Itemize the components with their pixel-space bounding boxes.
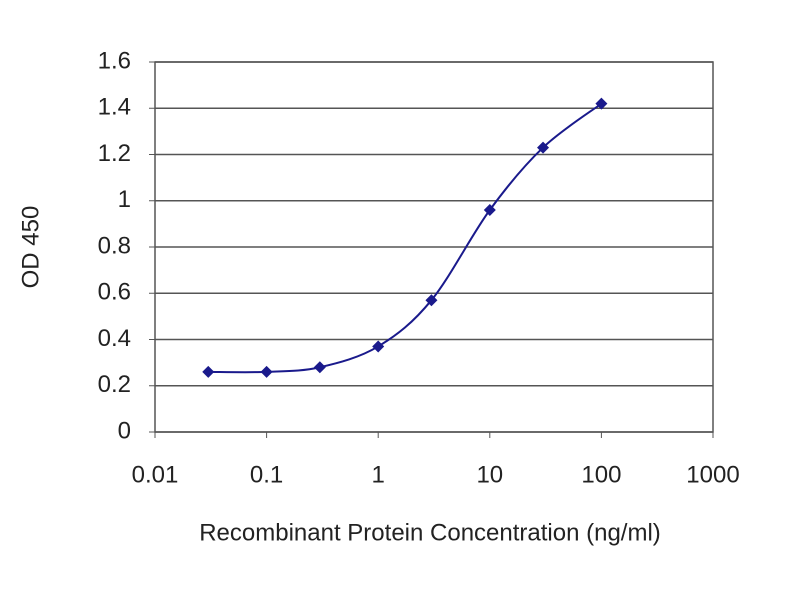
x-tick-label: 0.1: [250, 461, 283, 488]
y-tick-label: 1.4: [98, 94, 131, 121]
data-point: [537, 141, 550, 154]
plot-frame: [154, 61, 714, 433]
y-tick-label: 1.2: [98, 140, 131, 167]
data-point: [595, 97, 608, 110]
y-tick-label: 0: [118, 417, 131, 444]
x-tick-label: 1000: [686, 461, 739, 488]
data-point: [260, 365, 273, 378]
y-tick-label: 0.6: [98, 279, 131, 306]
y-tick-label: 1: [118, 186, 131, 213]
y-tick-label: 0.2: [98, 371, 131, 398]
y-tick-label: 1.6: [98, 47, 131, 74]
x-tick-label: 100: [581, 461, 621, 488]
y-tick-label: 0.4: [98, 325, 131, 352]
data-point: [372, 340, 385, 353]
y-tick-label: 0.8: [98, 232, 131, 259]
data-line: [208, 102, 603, 374]
x-tick-label: 10: [476, 461, 503, 488]
data-point: [202, 365, 215, 378]
x-axis-label: Recombinant Protein Concentration (ng/ml…: [199, 519, 661, 546]
data-point: [425, 294, 438, 307]
data-point: [483, 204, 496, 216]
x-tick-label: 0.01: [132, 461, 179, 488]
data-point: [313, 361, 326, 374]
x-tick-label: 1: [372, 461, 385, 488]
y-axis-label: OD 450: [17, 206, 44, 289]
